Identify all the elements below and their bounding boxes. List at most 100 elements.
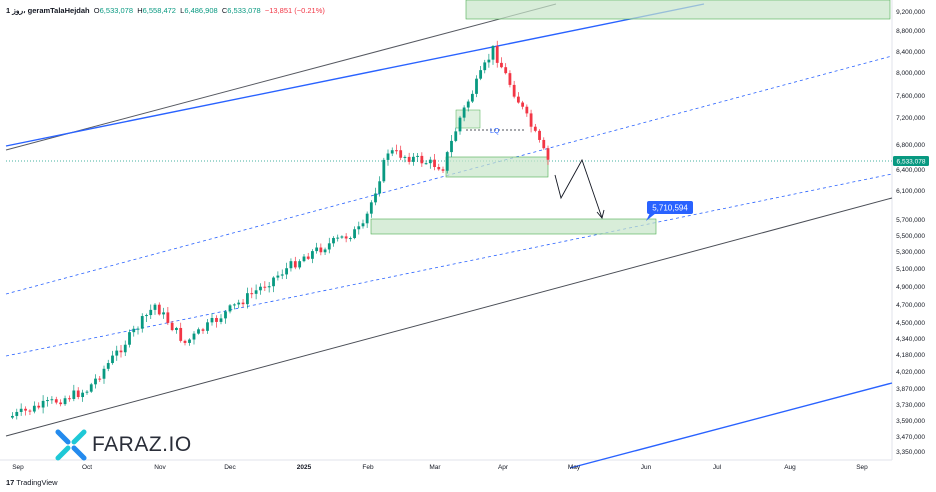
candle-body (340, 236, 344, 238)
candle-body (32, 405, 36, 412)
candle-body (228, 305, 232, 312)
candle-body (399, 150, 403, 158)
candle-body (470, 93, 474, 102)
candle-body (382, 159, 386, 182)
candle-body (491, 46, 495, 60)
x-tick-label: Oct (82, 464, 92, 471)
candle-body (98, 378, 102, 380)
high-value: 6,558,472 (142, 6, 176, 15)
candle-body (123, 344, 127, 353)
candle-body (420, 155, 424, 164)
candle-body (441, 169, 445, 171)
candle-body (210, 317, 214, 323)
candle-body (50, 399, 54, 401)
supply-zone-top (465, 0, 891, 20)
projection-path (554, 158, 603, 219)
candle-body (306, 256, 310, 259)
candle-body (336, 237, 340, 239)
candle-body (411, 156, 415, 162)
candle-body (332, 237, 335, 244)
candle-body (19, 408, 23, 412)
y-tick-label: 4,500,000 (896, 320, 925, 327)
candle-body (365, 213, 369, 224)
candle-body (15, 411, 19, 416)
candle-body (179, 327, 183, 341)
candle-body (487, 59, 491, 63)
demand-zone-mid (445, 156, 549, 178)
candle-body (76, 390, 80, 398)
y-tick-label: 5,700,000 (896, 217, 925, 224)
symbol-header: 1 روز، geramTalaHejdah O6,533,078 H6,558… (6, 6, 325, 15)
demand-zone-target (370, 218, 657, 235)
candle-body (188, 339, 191, 343)
candle-body (267, 286, 271, 288)
candle-body (538, 130, 541, 140)
candle-body (293, 261, 297, 268)
candle-body (311, 251, 314, 259)
svg-text:5,710,594: 5,710,594 (652, 204, 688, 213)
y-tick-label: 5,100,000 (896, 266, 925, 273)
mid-dashed-line-lower (5, 173, 893, 357)
lower-dark-channel-line (5, 197, 893, 437)
candle-body (201, 329, 205, 331)
upper-dark-channel-line (5, 3, 557, 151)
candle-body (183, 340, 187, 343)
x-tick-label: Mar (429, 464, 441, 471)
candle-body (475, 78, 478, 94)
candle-body (512, 84, 516, 97)
candle-body (437, 167, 441, 170)
x-tick-label: 2025 (297, 464, 312, 471)
y-tick-label: 4,340,000 (896, 336, 925, 343)
candle-body (546, 148, 550, 160)
candle-body (162, 312, 165, 315)
candle-body (428, 159, 432, 164)
candle-body (237, 302, 241, 305)
y-tick-label: 3,870,000 (896, 386, 925, 393)
candle-body (361, 223, 365, 227)
y-tick-label: 5,500,000 (896, 233, 925, 240)
candle-body (445, 152, 449, 171)
x-tick-label: Sep (856, 464, 868, 471)
tradingview-icon: 17 (6, 478, 15, 487)
candle-body (466, 101, 470, 108)
candle-body (479, 70, 483, 79)
candle-body (81, 392, 85, 398)
candle-body (37, 405, 41, 408)
candle-body (145, 315, 148, 317)
y-tick-label: 3,730,000 (896, 402, 925, 409)
candle-body (63, 398, 67, 405)
y-tick-label: 6,100,000 (896, 188, 925, 195)
y-tick-label: 3,590,000 (896, 418, 925, 425)
candle-body (46, 400, 49, 402)
change-value: −13,851 (−0.21%) (264, 6, 325, 15)
x-tick-label: Nov (154, 464, 166, 471)
candle-body (89, 384, 93, 392)
candle-body (378, 181, 382, 194)
candle-body (407, 156, 411, 162)
candle-body (192, 333, 196, 340)
candle-body (433, 159, 436, 168)
candle-body (102, 368, 106, 379)
candle-body (241, 302, 245, 305)
candle-body (280, 274, 284, 276)
tradingview-brand[interactable]: 17 TradingView (6, 478, 58, 487)
faraz-logo-text: FARAZ.IO (92, 433, 192, 456)
candle-body (285, 268, 288, 275)
lq-label: LQ (490, 128, 500, 135)
y-tick-label: 4,900,000 (896, 284, 925, 291)
candle-body (483, 62, 487, 71)
candle-body (344, 236, 348, 239)
y-tick-label: 3,470,000 (896, 434, 925, 441)
symbol-name[interactable]: 1 روز، geramTalaHejdah (6, 6, 90, 15)
y-tick-label: 8,000,000 (896, 70, 925, 77)
x-tick-label: Aug (784, 464, 796, 471)
y-tick-label: 6,400,000 (896, 167, 925, 174)
candle-body (302, 256, 306, 262)
candle-body (175, 327, 178, 331)
y-tick-label: 7,600,000 (896, 93, 925, 100)
y-tick-label: 8,400,000 (896, 49, 925, 56)
price-axis: 9,200,000 8,800,000 8,400,000 8,000,000 7,60… (896, 9, 925, 456)
candle-body (525, 106, 529, 114)
low-value: 6,486,908 (184, 6, 218, 15)
